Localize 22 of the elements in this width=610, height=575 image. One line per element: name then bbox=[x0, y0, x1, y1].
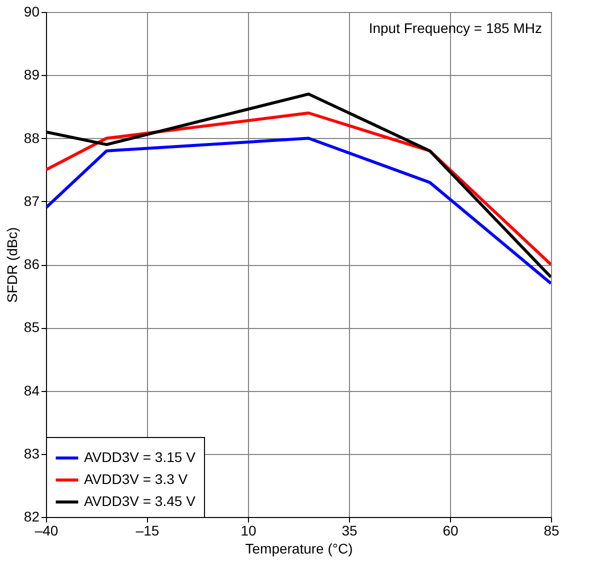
x-tick-label: –15 bbox=[136, 522, 160, 538]
y-tick-label: 82 bbox=[24, 508, 40, 524]
y-tick-label: 87 bbox=[24, 192, 40, 209]
x-tick-label: 10 bbox=[240, 522, 256, 538]
line-series bbox=[46, 136, 551, 285]
legend-label: AVDD3V = 3.15 V bbox=[84, 449, 196, 465]
y-tick-label: 89 bbox=[24, 66, 40, 83]
legend-label: AVDD3V = 3.3 V bbox=[84, 471, 188, 487]
y-tick-label: 83 bbox=[24, 445, 40, 462]
x-tick-label: 85 bbox=[544, 522, 560, 538]
x-tick-label: 35 bbox=[342, 522, 358, 538]
y-tick-label: 88 bbox=[24, 130, 40, 146]
annotation: Input Frequency = 185 MHz bbox=[368, 20, 542, 36]
y-tick-label: 84 bbox=[24, 382, 40, 398]
x-axis-title: Temperature (°C) bbox=[245, 540, 353, 556]
x-tick-label: –40 bbox=[34, 522, 58, 538]
y-axis-title: SFDR (dBc) bbox=[4, 227, 20, 303]
y-tick-label: 86 bbox=[24, 256, 40, 272]
y-tick-label: 90 bbox=[24, 4, 40, 20]
x-tick-label: 60 bbox=[442, 522, 458, 538]
legend-label: AVDD3V = 3.45 V bbox=[84, 493, 196, 509]
y-tick-label: 85 bbox=[24, 319, 40, 336]
